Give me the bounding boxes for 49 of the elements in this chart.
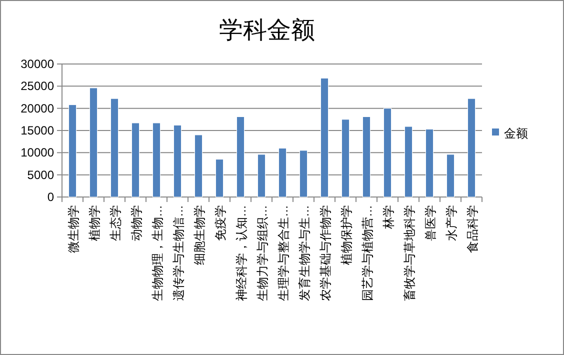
legend-label: 金额 <box>504 126 528 140</box>
x-tick-label: 免疫学 <box>214 205 228 241</box>
bar <box>299 150 308 198</box>
bar <box>173 124 182 198</box>
x-tick-label: 生理学与整合生… <box>276 205 290 301</box>
x-tick-label: 兽医学 <box>424 205 438 241</box>
bar <box>341 119 350 198</box>
chart-title: 学科金额 <box>219 17 315 44</box>
x-tick-label: 微生物学 <box>66 205 80 253</box>
x-tick-label: 动物学 <box>130 205 144 241</box>
y-tick-label: 15000 <box>20 124 54 138</box>
x-tick-label: 林学 <box>382 205 396 230</box>
x-tick-label: 神经科学，认知… <box>234 205 248 301</box>
bar <box>110 98 119 198</box>
x-tick-label: 植物保护学 <box>340 205 354 265</box>
y-tick-label: 30000 <box>20 57 54 71</box>
y-tick-label: 0 <box>47 190 54 204</box>
bar <box>194 134 203 198</box>
x-tick-label: 遗传学与生物信… <box>172 205 186 301</box>
bar <box>131 122 140 198</box>
bar <box>89 88 98 198</box>
bar <box>68 104 77 198</box>
bar <box>446 154 455 198</box>
bar <box>467 98 476 198</box>
y-tick-label: 5000 <box>27 168 54 182</box>
x-tick-label: 发育生物学与生… <box>298 205 312 301</box>
bar <box>383 108 392 198</box>
bar <box>236 116 245 198</box>
bar <box>152 122 161 198</box>
x-tick-label: 农学基础与作物学 <box>318 205 332 301</box>
bar <box>404 126 413 198</box>
x-tick-label: 生态学 <box>108 205 122 241</box>
bar <box>215 159 224 198</box>
bar <box>257 154 266 198</box>
bar <box>362 116 371 198</box>
y-tick-label: 20000 <box>20 101 54 116</box>
x-tick-label: 细胞生物学 <box>192 205 206 265</box>
x-tick-label: 生物物理，生物… <box>150 205 164 301</box>
bar <box>278 148 287 198</box>
bar <box>320 78 329 198</box>
x-tick-label: 园艺学与植物营… <box>360 205 374 301</box>
y-tick-label: 25000 <box>20 79 54 94</box>
bar <box>425 128 434 198</box>
y-tick-label: 10000 <box>20 146 54 160</box>
x-tick-label: 植物学 <box>88 205 102 241</box>
x-tick-label: 畜牧学与草地科学 <box>402 205 416 301</box>
x-tick-label: 食品科学 <box>466 205 480 253</box>
x-tick-label: 水产学 <box>444 205 458 241</box>
x-tick-label: 生物力学与组织… <box>256 205 270 301</box>
